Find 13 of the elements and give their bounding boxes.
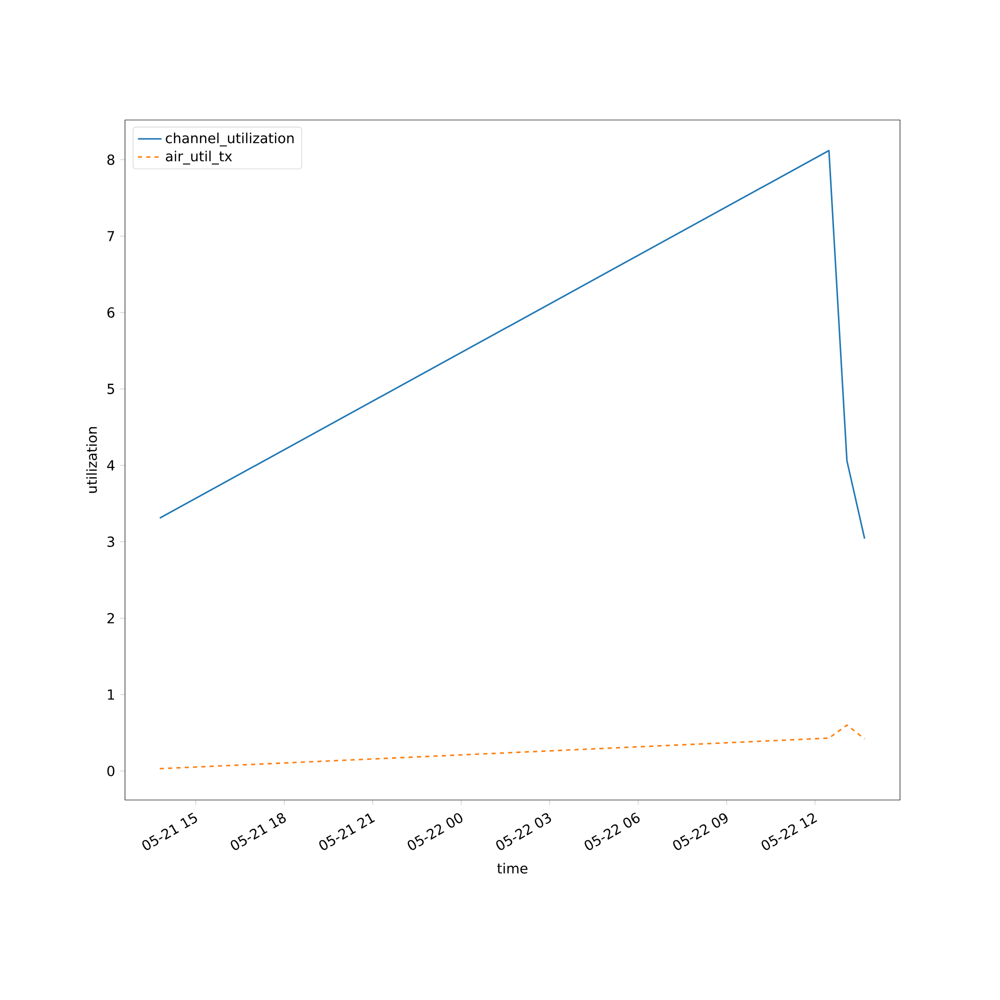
y-tick-label: 2 <box>107 613 114 624</box>
y-tick-label: 0 <box>107 766 114 776</box>
y-tick-label: 7 <box>108 231 114 242</box>
legend-label: air_util_tx <box>166 150 232 164</box>
y-tick-label: 5 <box>108 384 114 394</box>
y-tick-label: 6 <box>107 307 114 318</box>
y-tick-label: 1 <box>108 690 114 700</box>
legend-label: channel_utilization <box>166 132 294 146</box>
y-tick-label: 3 <box>108 536 114 547</box>
x-axis-title: time <box>497 862 528 874</box>
y-tick-label: 8 <box>107 154 114 165</box>
y-axis-title: utilization <box>86 427 97 493</box>
y-tick-label: 4 <box>107 460 114 470</box>
